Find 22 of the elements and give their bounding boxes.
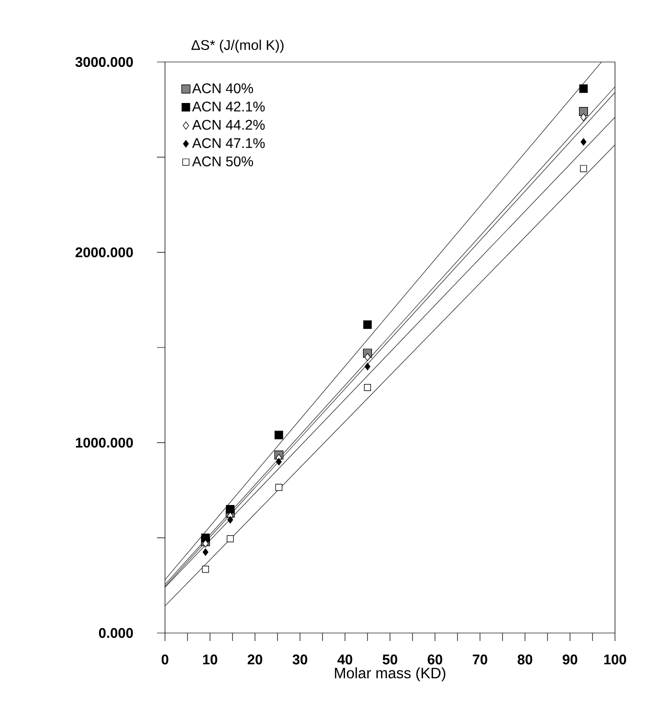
y-tick-label: 0.000 — [98, 628, 133, 638]
x-tick-label: 60 — [428, 654, 442, 664]
y-tick-label: 2000.000 — [76, 247, 133, 258]
y-tick-label: 1000.000 — [76, 438, 133, 448]
x-tick-label: 80 — [518, 654, 532, 664]
x-tick-label: 30 — [292, 654, 308, 664]
x-tick-label: 10 — [203, 654, 218, 664]
x-axis-title: Molar mass (KD) — [334, 667, 446, 682]
x-tick-label: 20 — [248, 654, 262, 664]
x-tick-label: 50 — [382, 654, 398, 664]
legend-label: ACN 40% — [192, 83, 254, 94]
x-tick-label: 90 — [562, 654, 578, 664]
legend-label: ACN 47.1% — [192, 138, 265, 148]
legend-label: ACN 44.2% — [192, 120, 265, 130]
x-tick-label: 100 — [604, 654, 626, 664]
y-axis-title: ΔS* (J/(mol K)) — [191, 40, 284, 53]
x-tick-label: 40 — [337, 654, 352, 664]
y-tick-label: 3000.000 — [75, 57, 133, 67]
legend-label: ACN 42.1% — [192, 102, 265, 112]
x-tick-label: 70 — [472, 654, 488, 664]
legend-label: ACN 50% — [192, 156, 254, 166]
x-tick-label: 0 — [162, 654, 168, 664]
